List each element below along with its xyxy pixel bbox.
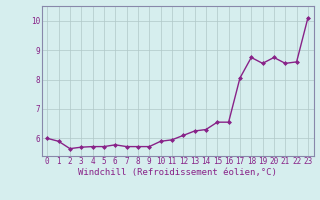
X-axis label: Windchill (Refroidissement éolien,°C): Windchill (Refroidissement éolien,°C) bbox=[78, 168, 277, 177]
